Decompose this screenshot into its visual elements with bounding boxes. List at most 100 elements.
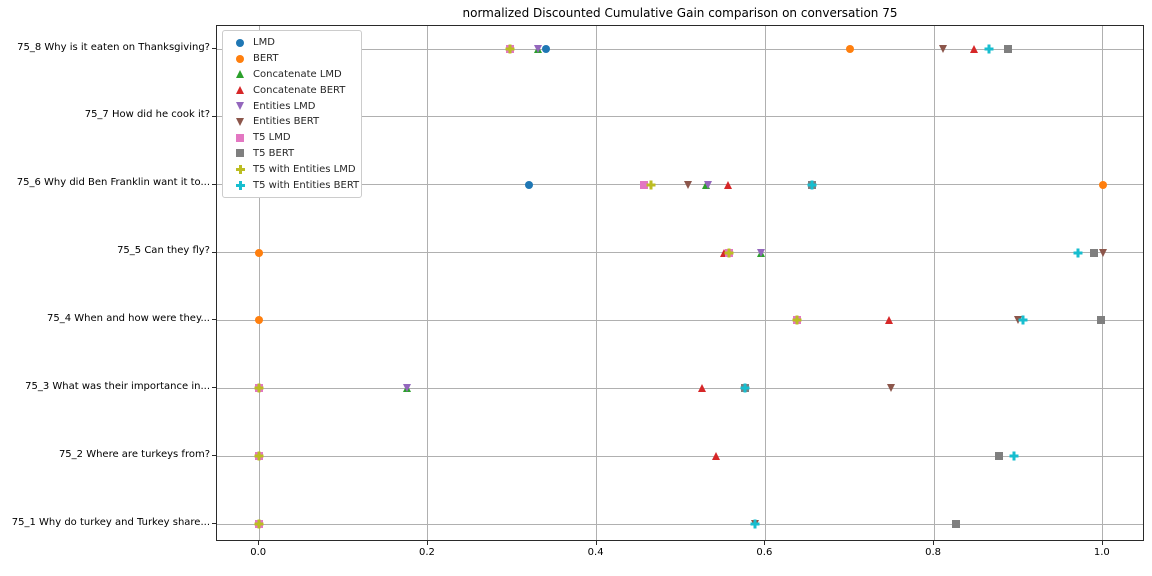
x-tick-label: 0.8: [925, 547, 942, 558]
data-point-marker: [845, 45, 854, 53]
data-point-marker: [969, 45, 978, 53]
data-point-marker: [254, 451, 264, 461]
legend-label: T5 LMD: [253, 132, 291, 144]
data-point-marker: [1073, 248, 1082, 258]
data-point-marker: [995, 452, 1004, 461]
x-tick-mark: [426, 541, 428, 545]
y-gridline: [217, 523, 1143, 525]
circle-icon: [227, 54, 253, 63]
data-point-marker: [533, 45, 542, 53]
y-tick-mark: [212, 455, 216, 457]
plus-icon: [227, 164, 253, 174]
data-point-marker: [887, 384, 896, 393]
plot-area: [216, 25, 1144, 541]
legend-label: Entities LMD: [253, 100, 316, 112]
chart-title: normalized Discounted Cumulative Gain co…: [462, 6, 898, 20]
data-point-marker: [542, 45, 551, 53]
y-gridline: [217, 319, 1143, 321]
data-point-marker: [255, 316, 264, 325]
legend-label: Concatenate LMD: [253, 68, 342, 80]
legend-marker-icon: [236, 86, 244, 95]
legend-item: Entities BERT: [227, 114, 357, 130]
y-gridline: [217, 116, 1143, 118]
y-tick-mark: [212, 523, 216, 524]
y-tick-mark: [212, 115, 216, 117]
y-tick-label: 75_3 What was their importance in...: [25, 380, 210, 392]
data-point-marker: [1097, 316, 1106, 325]
legend-marker-icon: [236, 38, 244, 47]
legend-item: Entities LMD: [227, 98, 357, 114]
data-point-marker: [646, 180, 656, 190]
data-point-marker: [255, 248, 264, 257]
legend-label: BERT: [253, 53, 279, 65]
triangle-down-icon: [227, 117, 253, 126]
x-gridline: [596, 26, 598, 540]
y-tick-label: 75_2 Where are turkeys from?: [58, 448, 210, 460]
triangle-down-icon: [227, 102, 253, 111]
data-point-marker: [720, 248, 729, 257]
square-icon: [227, 133, 253, 142]
data-point-marker: [807, 180, 817, 190]
data-point-marker: [711, 452, 720, 461]
legend-label: T5 BERT: [253, 147, 295, 159]
data-point-marker: [1098, 180, 1107, 189]
y-tick-label: 75_7 How did he cook it?: [84, 109, 210, 121]
data-point-marker: [740, 383, 750, 393]
legend-marker-icon: [236, 133, 244, 142]
y-tick-label: 75_6 Why did Ben Franklin want it to...: [16, 177, 210, 189]
legend-label: Concatenate BERT: [253, 84, 346, 96]
data-point-marker: [525, 180, 534, 189]
x-tick-label: 0.0: [250, 547, 267, 558]
legend-label: T5 with Entities LMD: [253, 163, 356, 175]
legend-marker-icon: [235, 180, 245, 190]
circle-icon: [227, 38, 253, 47]
y-tick-label: 75_1 Why do turkey and Turkey share...: [11, 516, 210, 528]
data-point-marker: [724, 180, 733, 189]
y-tick-mark: [212, 319, 216, 321]
data-point-marker: [254, 383, 264, 393]
y-tick-mark: [212, 251, 216, 253]
legend-marker-icon: [236, 149, 244, 158]
x-tick-mark: [258, 541, 260, 545]
data-point-marker: [703, 180, 712, 189]
data-point-marker: [1004, 45, 1013, 53]
x-tick-mark: [1101, 541, 1103, 545]
data-point-marker: [792, 315, 802, 325]
y-tick-mark: [212, 387, 216, 389]
y-gridline: [217, 455, 1143, 457]
data-point-marker: [254, 519, 264, 529]
data-point-marker: [885, 316, 894, 325]
x-tick-mark: [933, 541, 935, 545]
y-gridline: [217, 387, 1143, 389]
square-icon: [227, 149, 253, 158]
legend-item: T5 with Entities BERT: [227, 177, 359, 193]
legend-label: Entities BERT: [253, 116, 320, 128]
y-tick-mark: [212, 48, 216, 49]
x-gridline: [764, 26, 766, 540]
data-point-marker: [952, 520, 961, 528]
data-point-marker: [698, 384, 707, 393]
legend-marker-icon: [236, 70, 244, 79]
x-tick-mark: [595, 541, 597, 545]
legend-item: T5 with Entities LMD: [227, 161, 357, 177]
data-point-marker: [639, 180, 648, 189]
x-gridline: [1102, 26, 1104, 540]
data-point-marker: [683, 180, 692, 189]
x-tick-label: 0.2: [418, 547, 435, 558]
triangle-up-icon: [227, 70, 253, 79]
data-point-marker: [750, 519, 760, 529]
data-point-marker: [1013, 316, 1022, 325]
data-point-marker: [757, 248, 766, 257]
plus-icon: [227, 180, 253, 190]
legend-item: T5 BERT: [227, 146, 357, 162]
legend-item: BERT: [227, 51, 357, 67]
y-gridline: [217, 184, 1143, 186]
data-point-marker: [1009, 451, 1019, 461]
x-gridline: [933, 26, 935, 540]
legend-item: LMD: [227, 35, 357, 51]
y-gridline: [217, 48, 1143, 50]
data-point-marker: [1018, 315, 1028, 325]
legend-item: Concatenate BERT: [227, 82, 357, 98]
data-point-marker: [1098, 248, 1107, 257]
